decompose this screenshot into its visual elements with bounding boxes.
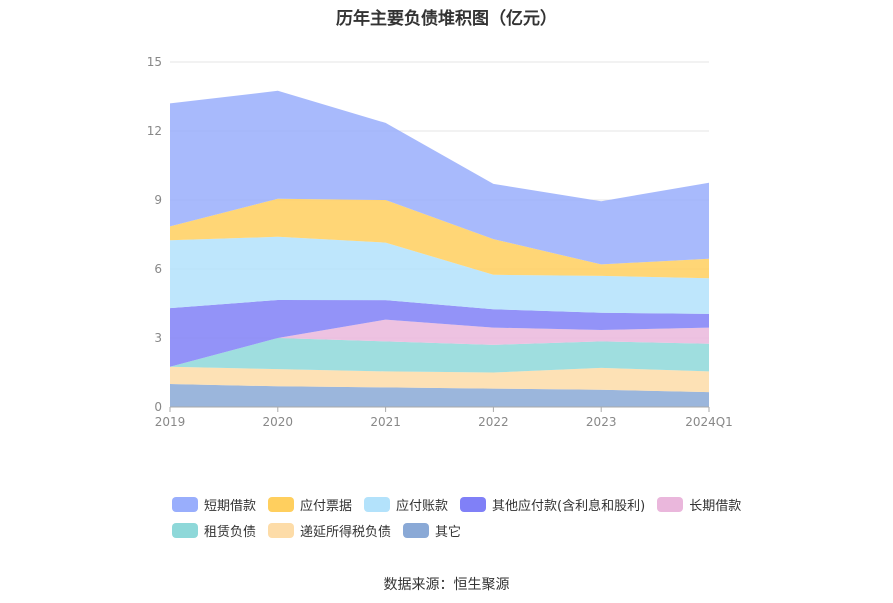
legend-swatch: [268, 522, 295, 538]
legend-swatch: [268, 496, 295, 512]
area-series: [170, 198, 709, 279]
legend-item-lease-liabilities[interactable]: 租赁负债: [172, 520, 256, 540]
legend-swatch: [172, 496, 198, 512]
y-tick-label: 6: [154, 262, 162, 276]
y-tick-label: 12: [147, 124, 162, 138]
legend-label: 应付账款: [396, 498, 449, 514]
area-series: [170, 366, 709, 393]
y-tick-label: 3: [154, 331, 162, 345]
area-series: [170, 338, 709, 373]
legend-label: 其它: [435, 524, 462, 540]
area-series: [170, 90, 709, 265]
x-tick-label: 2019: [155, 415, 186, 429]
legend-label: 长期借款: [689, 498, 742, 514]
area-series: [170, 319, 709, 367]
y-tick-label: 15: [147, 55, 162, 69]
legend-label: 其他应付款(含利息和股利): [492, 498, 646, 514]
x-tick-label: 2023: [586, 415, 617, 429]
chart-title: 历年主要负债堆积图（亿元）: [336, 9, 557, 29]
legend-label: 短期借款: [204, 498, 257, 514]
x-tick-label: 2020: [263, 415, 294, 429]
y-tick-label: 0: [154, 400, 162, 414]
area-series: [170, 384, 709, 407]
legend-item-notes-payable[interactable]: 应付票据: [268, 494, 352, 514]
legend-item-other[interactable]: 其它: [403, 520, 461, 540]
legend-item-other-payables[interactable]: 其他应付款(含利息和股利): [460, 494, 645, 514]
area-series: [170, 300, 709, 367]
legend-label: 租赁负债: [204, 524, 257, 540]
legend-item-accounts-payable[interactable]: 应付账款: [364, 494, 448, 514]
legend-item-short-term-loans[interactable]: 短期借款: [172, 494, 256, 514]
legend-swatch: [364, 496, 391, 512]
legend-swatch: [460, 496, 487, 512]
legend-label: 递延所得税负债: [300, 524, 392, 540]
legend-swatch: [657, 496, 684, 512]
x-tick-label: 2021: [370, 415, 401, 429]
data-source-note: 数据来源：恒生聚源: [383, 577, 510, 593]
legend-label: 应付票据: [300, 498, 353, 514]
x-tick-label: 2024Q1: [685, 415, 733, 429]
x-tick-label: 2022: [478, 415, 509, 429]
legend-item-deferred-tax[interactable]: 递延所得税负债: [268, 520, 391, 540]
legend-item-long-term-loans[interactable]: 长期借款: [657, 494, 741, 514]
area-series: [170, 236, 709, 314]
y-tick-label: 9: [154, 193, 162, 207]
legend: 短期借款 应付票据 应付账款 其他应付款(含利息和股利) 长期借款 租赁负债 递…: [172, 494, 772, 540]
legend-swatch: [172, 522, 198, 538]
legend-swatch: [403, 522, 430, 538]
